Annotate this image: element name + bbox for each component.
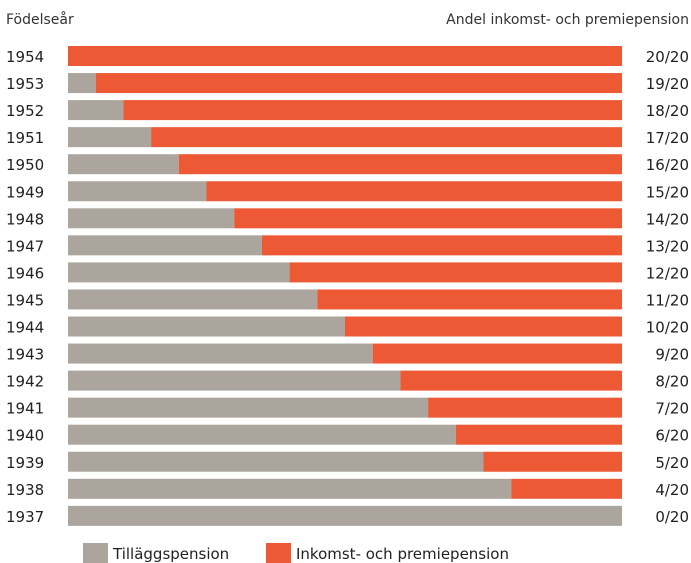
year-label-1941: 1941 [6, 400, 44, 418]
bar-1943-series-0 [68, 343, 373, 364]
share-label-1941: 7/20 [655, 400, 689, 418]
bars-group [68, 46, 623, 526]
year-label-1947: 1947 [6, 237, 44, 255]
year-label-1940: 1940 [6, 427, 44, 445]
bar-1949-series-1 [206, 181, 622, 202]
bar-1940-series-0 [68, 424, 456, 445]
bar-1951-series-0 [68, 127, 152, 148]
share-label-1938: 4/20 [655, 481, 689, 499]
bar-1952-series-1 [123, 100, 623, 121]
share-label-1947: 13/20 [646, 237, 689, 255]
bar-1941-series-1 [428, 397, 622, 418]
bar-1946-series-0 [68, 262, 290, 283]
right-header: Andel inkomst- och premiepension [446, 12, 689, 28]
share-label-1945: 11/20 [646, 291, 689, 309]
year-label-1942: 1942 [6, 373, 44, 391]
bar-1941-series-0 [68, 397, 429, 418]
year-label-1949: 1949 [6, 183, 44, 201]
legend-label-tillaggspension: Tilläggspension [112, 545, 229, 563]
bar-1939-series-0 [68, 451, 484, 472]
year-label-1951: 1951 [6, 129, 44, 147]
bar-1942-series-1 [400, 370, 622, 391]
share-label-1939: 5/20 [655, 454, 689, 472]
share-label-1950: 16/20 [646, 156, 689, 174]
legend: Tilläggspension Inkomst- och premiepensi… [83, 543, 509, 563]
legend-swatch-tillaggspension [83, 543, 108, 563]
share-label-1943: 9/20 [655, 346, 689, 364]
share-label-1944: 10/20 [646, 319, 689, 337]
year-labels: 1954 1953 1952 1951 1950 1949 1948 1947 1946 1945… [6, 48, 44, 526]
share-label-1952: 18/20 [646, 102, 689, 120]
year-label-1953: 1953 [6, 75, 44, 93]
bar-1947-series-0 [68, 235, 262, 256]
share-label-1937: 0/20 [655, 508, 689, 526]
year-label-1939: 1939 [6, 454, 44, 472]
bar-1948-series-0 [68, 208, 235, 229]
share-label-1954: 20/20 [646, 48, 689, 66]
share-label-1949: 15/20 [646, 183, 689, 201]
year-label-1944: 1944 [6, 319, 44, 337]
left-header: Födelseår [6, 11, 74, 28]
share-labels: 20/20 19/20 18/20 17/20 16/20 15/20 14/20 13/20… [646, 48, 689, 526]
bar-1947-series-1 [261, 235, 622, 256]
bar-1938-series-1 [511, 478, 622, 499]
share-label-1948: 14/20 [646, 210, 689, 228]
bar-1948-series-1 [234, 208, 622, 229]
bar-1949-series-0 [68, 181, 207, 202]
year-label-1954: 1954 [6, 48, 44, 66]
share-label-1942: 8/20 [655, 373, 689, 391]
bar-1945-series-0 [68, 289, 318, 310]
bar-1944-series-1 [345, 316, 622, 337]
year-label-1950: 1950 [6, 156, 44, 174]
share-label-1951: 17/20 [646, 129, 689, 147]
bar-1951-series-1 [151, 127, 622, 148]
year-label-1937: 1937 [6, 508, 44, 526]
bar-1953-series-1 [95, 73, 622, 94]
year-label-1945: 1945 [6, 291, 44, 309]
year-label-1938: 1938 [6, 481, 44, 499]
bar-1954-series-1 [68, 46, 622, 66]
bar-1945-series-1 [317, 289, 622, 310]
share-label-1940: 6/20 [655, 427, 689, 445]
bar-1939-series-1 [483, 451, 622, 472]
bar-1944-series-0 [68, 316, 345, 337]
bar-1942-series-0 [68, 370, 401, 391]
legend-label-inkomst-premiepension: Inkomst- och premiepension [296, 545, 509, 563]
share-label-1953: 19/20 [646, 75, 689, 93]
share-label-1946: 12/20 [646, 264, 689, 282]
bar-1950-series-0 [68, 154, 179, 175]
bar-1940-series-1 [455, 424, 622, 445]
bar-1952-series-0 [68, 100, 124, 121]
year-label-1943: 1943 [6, 346, 44, 364]
legend-swatch-inkomst-premiepension [266, 543, 291, 563]
year-label-1948: 1948 [6, 210, 44, 228]
bar-1937-series-0 [68, 505, 622, 526]
bar-1943-series-1 [372, 343, 622, 364]
year-label-1952: 1952 [6, 102, 44, 120]
bar-1953-series-0 [68, 73, 96, 94]
bar-1938-series-0 [68, 478, 512, 499]
bar-1950-series-1 [178, 154, 623, 175]
year-label-1946: 1946 [6, 264, 44, 282]
bar-1946-series-1 [289, 262, 622, 283]
